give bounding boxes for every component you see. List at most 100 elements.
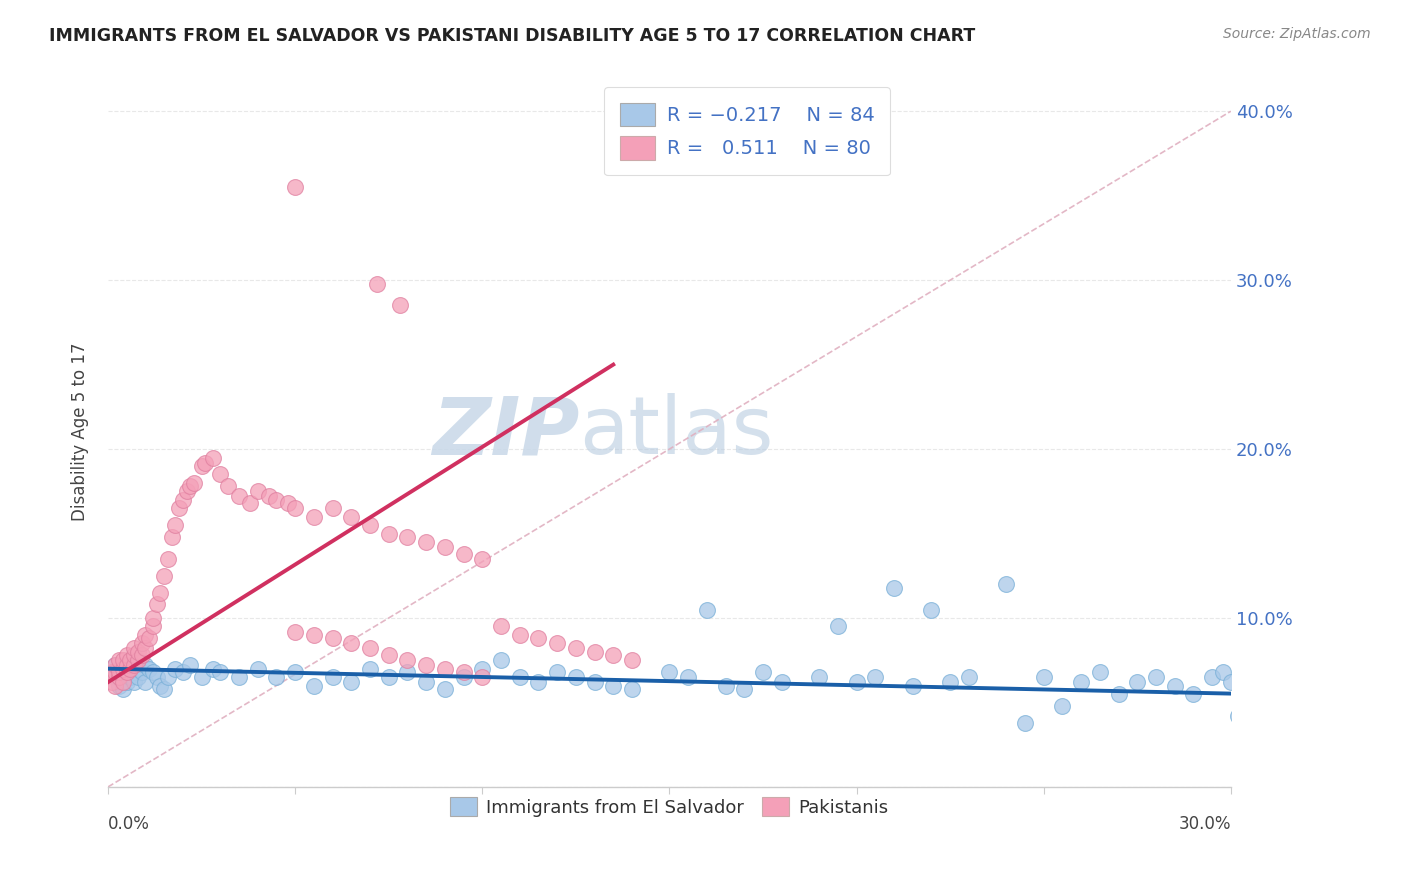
Point <box>377 670 399 684</box>
Point <box>127 645 149 659</box>
Point <box>228 489 250 503</box>
Point <box>415 675 437 690</box>
Point <box>108 662 131 676</box>
Point <box>104 665 127 679</box>
Point <box>122 658 145 673</box>
Point <box>122 641 145 656</box>
Point <box>266 492 288 507</box>
Point <box>658 665 681 679</box>
Point <box>145 598 167 612</box>
Point <box>509 670 531 684</box>
Point <box>489 619 512 633</box>
Point <box>134 628 156 642</box>
Point <box>1227 709 1250 723</box>
Point <box>396 653 419 667</box>
Point <box>1108 687 1130 701</box>
Point <box>111 681 134 696</box>
Point <box>340 636 363 650</box>
Point <box>302 628 325 642</box>
Point <box>138 662 160 676</box>
Point <box>808 670 831 684</box>
Point <box>489 653 512 667</box>
Point <box>696 602 718 616</box>
Point <box>108 670 131 684</box>
Point <box>120 662 142 676</box>
Point <box>284 501 307 516</box>
Point <box>415 535 437 549</box>
Point <box>377 526 399 541</box>
Point <box>322 501 344 516</box>
Point <box>1212 665 1234 679</box>
Point <box>156 552 179 566</box>
Point <box>284 624 307 639</box>
Point <box>359 641 381 656</box>
Point <box>396 530 419 544</box>
Point <box>115 665 138 679</box>
Point <box>453 547 475 561</box>
Point <box>377 648 399 662</box>
Point <box>190 670 212 684</box>
Point <box>527 675 550 690</box>
Point <box>302 679 325 693</box>
Point <box>1032 670 1054 684</box>
Point <box>100 665 122 679</box>
Point <box>172 665 194 679</box>
Point <box>111 662 134 676</box>
Point <box>1219 675 1241 690</box>
Point <box>100 665 122 679</box>
Text: Source: ZipAtlas.com: Source: ZipAtlas.com <box>1223 27 1371 41</box>
Text: 30.0%: 30.0% <box>1178 815 1230 833</box>
Point <box>1088 665 1111 679</box>
Point <box>939 675 962 690</box>
Point <box>183 475 205 490</box>
Point <box>149 585 172 599</box>
Point <box>145 670 167 684</box>
Point <box>676 670 699 684</box>
Point <box>165 662 187 676</box>
Point <box>266 670 288 684</box>
Point <box>322 632 344 646</box>
Point <box>546 665 568 679</box>
Point <box>509 628 531 642</box>
Point <box>471 670 494 684</box>
Point <box>827 619 849 633</box>
Point <box>167 501 190 516</box>
Point <box>433 681 456 696</box>
Point <box>957 670 980 684</box>
Point <box>201 450 224 465</box>
Point <box>111 675 134 690</box>
Point <box>366 277 388 291</box>
Point <box>1239 675 1261 690</box>
Point <box>1144 670 1167 684</box>
Point <box>1126 675 1149 690</box>
Point <box>111 653 134 667</box>
Point <box>122 648 145 662</box>
Point <box>752 665 775 679</box>
Point <box>359 518 381 533</box>
Point <box>108 679 131 693</box>
Point <box>142 665 165 679</box>
Point <box>620 653 643 667</box>
Point <box>115 658 138 673</box>
Point <box>565 641 588 656</box>
Point <box>194 456 217 470</box>
Point <box>156 670 179 684</box>
Point <box>845 675 868 690</box>
Point <box>714 679 737 693</box>
Point <box>239 496 262 510</box>
Point <box>122 665 145 679</box>
Point <box>115 675 138 690</box>
Point <box>433 540 456 554</box>
Point <box>108 665 131 679</box>
Point <box>122 675 145 690</box>
Point <box>602 679 624 693</box>
Text: 0.0%: 0.0% <box>108 815 150 833</box>
Point <box>120 670 142 684</box>
Point <box>127 653 149 667</box>
Point <box>546 636 568 650</box>
Point <box>396 665 419 679</box>
Legend: Immigrants from El Salvador, Pakistanis: Immigrants from El Salvador, Pakistanis <box>443 790 896 824</box>
Point <box>1163 679 1185 693</box>
Point <box>165 518 187 533</box>
Point <box>142 619 165 633</box>
